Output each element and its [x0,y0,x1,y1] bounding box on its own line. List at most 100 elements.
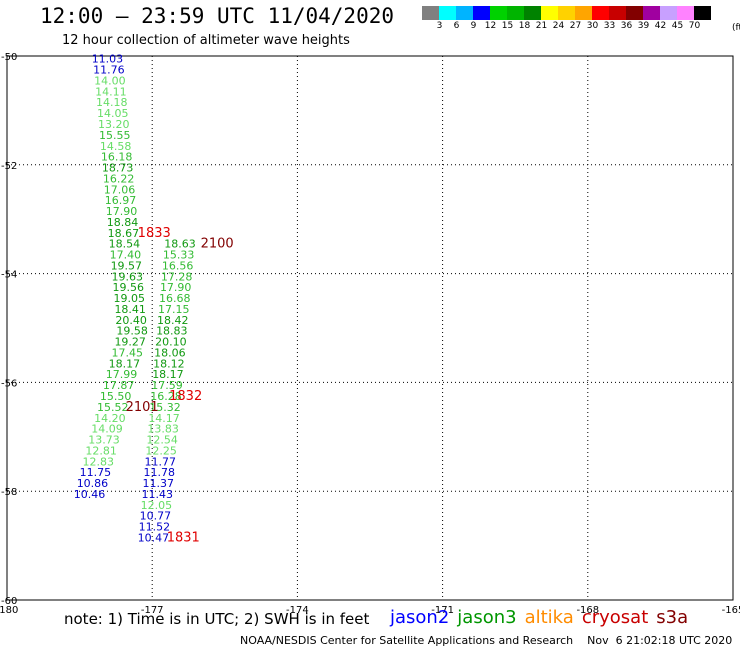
wave-height-point: 18.67 [108,227,140,240]
chart-grid [7,56,733,600]
colorbar-swatch [694,6,711,20]
wave-height-point: 10.47 [138,531,170,544]
wave-height-point: 12.54 [146,434,178,447]
colorbar-swatch [575,6,592,20]
wave-height-point: 15.55 [99,129,130,142]
wave-height-point: 16.68 [159,292,191,305]
time-label: 1831 [167,530,200,545]
colorbar-swatches [422,6,711,20]
wave-height-point: 11.78 [143,466,175,479]
wave-height-point: 12.83 [83,455,115,468]
wave-height-point: 14.00 [94,74,126,87]
wave-height-point: 20.40 [115,314,147,327]
colorbar-swatch [422,6,439,20]
time-label: 1833 [138,226,171,241]
y-tick-label: -56 [1,378,17,389]
time-label: 1832 [169,389,202,404]
colorbar-swatch [490,6,507,20]
wave-height-point: 17.90 [106,205,137,218]
colorbar-tick-label: 21 [535,21,548,31]
wave-height-point: 16.97 [105,194,137,207]
x-tick-label: -174 [286,605,309,616]
plot-frame [6,55,734,601]
wave-height-point: 18.83 [156,325,188,338]
satellite-legend-s3a: s3a [656,607,689,628]
wave-height-point: 14.18 [96,96,128,109]
y-tick-label: -60 [1,596,17,607]
wave-height-point: 13.20 [98,118,130,131]
x-tick-label: -180 [0,605,18,616]
wave-height-point: 19.57 [111,259,142,272]
wave-height-point: 19.63 [112,270,144,283]
wave-height-point: 20.10 [155,336,187,349]
colorbar-tick-label: 3 [436,21,443,31]
wave-height-point: 17.40 [110,249,142,262]
x-tick-label: -177 [141,605,164,616]
colorbar-tick-label: 9 [470,21,477,31]
footer-credit: NOAA/NESDIS Center for Satellite Applica… [240,634,733,647]
wave-height-point: 12.81 [85,444,117,457]
colorbar-tick-label: 39 [637,21,650,31]
wave-height-point: 18.12 [153,357,185,370]
colorbar-tick-label: 15 [501,21,514,31]
y-tick-label: -50 [1,52,17,63]
wave-height-labels: 11.0311.7614.0014.1114.1814.0513.2015.55… [74,53,234,546]
satellite-legend-cryosat: cryosat [581,607,649,628]
time-label: 2101 [126,400,159,415]
wave-height-point: 14.58 [100,140,132,153]
colorbar-swatch [456,6,473,20]
colorbar-tick-label: 18 [518,21,531,31]
y-tick-label: -54 [1,270,17,281]
colorbar-swatch [626,6,643,20]
y-tick-label: -58 [1,487,17,498]
wave-height-point: 14.05 [97,107,129,120]
wave-height-point: 18.06 [154,346,186,359]
colorbar-swatch [643,6,660,20]
colorbar-swatch [609,6,626,20]
chart-title: 12:00 – 23:59 UTC 11/04/2020 [40,4,395,28]
wave-height-point: 18.42 [157,314,189,327]
colorbar-tick-label: 33 [603,21,616,31]
wave-height-point: 13.73 [88,434,120,447]
colorbar-tick-label: 70 [688,21,701,31]
wave-height-point: 16.18 [101,151,133,164]
wave-height-point: 15.33 [163,249,195,262]
footer-note: note: 1) Time is in UTC; 2) SWH is in fe… [64,610,370,628]
wave-height-point: 18.41 [114,303,146,316]
wave-height-point: 18.17 [109,357,141,370]
wave-height-point: 17.06 [104,183,136,196]
wave-height-point: 12.25 [145,444,177,457]
x-tick-label: -165 [722,605,740,616]
wave-height-point: 15.50 [100,390,132,403]
wave-height-point: 19.27 [114,336,146,349]
satellite-legend-jason2: jason2 [390,607,450,628]
wave-height-point: 11.43 [142,488,174,501]
wave-height-point: 17.15 [158,303,190,316]
colorbar-swatch [473,6,490,20]
wave-height-point: 14.17 [148,412,180,425]
colorbar-tick-label: 36 [620,21,633,31]
wave-height-point: 18.17 [152,368,184,381]
wave-height-point: 11.77 [144,455,176,468]
wave-height-point: 14.09 [91,423,123,436]
wave-height-point: 11.76 [93,64,125,77]
wave-height-point: 12.05 [141,499,173,512]
satellite-legend-altika: altika [524,607,574,628]
wave-height-point: 18.63 [164,238,196,251]
wave-height-point: 17.99 [106,368,137,381]
chart-axes: -180 -177 -174 -171 -168 -165 -50 -52 -54 -56 -58 -… [0,52,740,616]
wave-height-point: 14.11 [95,85,127,98]
wave-height-point: 10.46 [74,488,106,501]
wave-height-point: 19.56 [113,281,144,294]
colorbar-swatch [439,6,456,20]
x-tick-label: -171 [431,605,454,616]
y-tick-label: -52 [1,161,17,172]
wave-height-point: 10.86 [77,477,109,490]
wave-height-point: 18.54 [109,238,141,251]
wave-height-point: 11.52 [139,521,171,534]
colorbar-swatch [677,6,694,20]
wave-height-point: 17.59 [151,379,183,392]
wave-height-point: 14.20 [94,412,126,425]
chart-subtitle: 12 hour collection of altimeter wave hei… [62,33,350,48]
